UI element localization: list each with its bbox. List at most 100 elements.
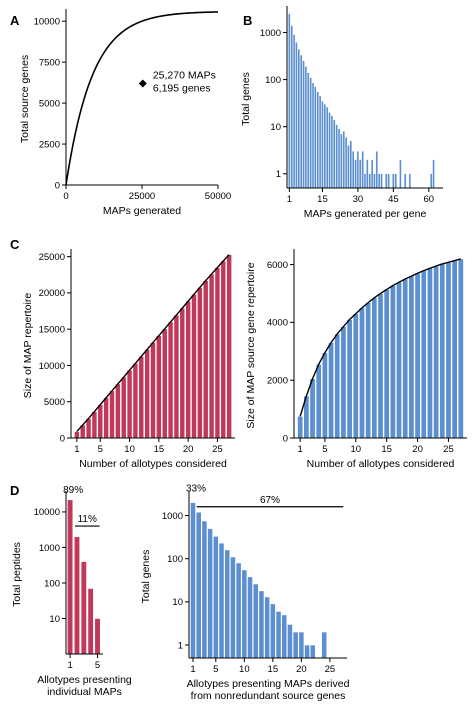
bar — [91, 411, 98, 439]
bar — [359, 159, 362, 189]
bar — [342, 131, 345, 189]
bar — [309, 378, 316, 439]
bar — [212, 536, 219, 659]
bar — [191, 294, 197, 439]
y-tick-label: 10 — [270, 122, 281, 133]
y-tick-label: 10000 — [34, 507, 60, 518]
bar — [368, 173, 371, 189]
bar — [330, 115, 334, 189]
x-tick-label: 30 — [353, 194, 364, 205]
bar — [304, 66, 308, 189]
bar — [389, 285, 396, 439]
y-axis-label: Total genes — [140, 550, 152, 604]
y-tick-label: 7500 — [39, 57, 60, 68]
bar — [214, 267, 221, 439]
bar — [363, 173, 367, 189]
bar — [321, 100, 324, 189]
bar — [292, 34, 296, 189]
bar — [316, 91, 319, 189]
x-tick-label: 25 — [212, 444, 223, 455]
bar — [87, 588, 94, 655]
bar — [394, 173, 397, 189]
bar — [97, 404, 104, 439]
bar — [426, 268, 433, 439]
y-tick-label: 5000 — [44, 397, 65, 408]
bar — [167, 321, 174, 439]
bar — [323, 104, 326, 189]
bar — [197, 287, 203, 439]
bar — [344, 137, 348, 189]
bracket-label: 89% — [63, 485, 83, 496]
bar — [433, 265, 440, 439]
bar — [370, 159, 374, 189]
y-axis-label: Size of MAP source gene repertoire — [245, 262, 257, 428]
y-tick-label: 10000 — [39, 361, 65, 372]
bar — [340, 326, 347, 439]
x-tick-label: 60 — [424, 194, 435, 205]
x-tick-label: 20 — [183, 444, 194, 455]
bar — [328, 112, 331, 189]
fit-line — [299, 258, 461, 417]
x-tick-label: 50000 — [205, 191, 231, 202]
bar — [247, 576, 253, 659]
y-tick-label: 100 — [265, 75, 281, 86]
bar — [383, 289, 390, 439]
bar — [224, 549, 231, 659]
x-tick-label: 20 — [296, 664, 307, 675]
bar — [356, 151, 360, 189]
y-tick-label: 1000 — [260, 28, 281, 39]
bar — [439, 263, 446, 439]
bar — [132, 362, 139, 439]
bar — [315, 363, 322, 439]
panel-letter: C — [10, 237, 20, 252]
x-tick-label: 0 — [63, 191, 68, 202]
panel-letter: A — [10, 13, 20, 28]
bar — [226, 254, 232, 439]
bar — [321, 631, 328, 659]
bar — [185, 300, 191, 439]
bar — [321, 352, 328, 439]
bracket-label: 33% — [186, 484, 206, 495]
bar — [402, 278, 409, 439]
x-tick-label: 25 — [443, 444, 454, 455]
bar — [307, 72, 310, 189]
bar — [371, 297, 378, 439]
y-tick-label: 1000 — [39, 543, 60, 554]
x-axis-label: individual MAPs — [47, 686, 122, 698]
y-axis-label: Total genes — [240, 72, 252, 126]
bar — [94, 618, 101, 655]
bar — [300, 55, 303, 189]
bar — [269, 603, 276, 659]
y-tick-label: 0 — [60, 433, 65, 444]
bar — [318, 95, 322, 189]
bar — [207, 528, 213, 659]
x-tick-label: 1 — [287, 194, 292, 205]
bar — [333, 119, 336, 189]
point-annotation: 25,270 MAPs — [153, 70, 216, 82]
bar — [281, 614, 288, 659]
x-tick-label: 25000 — [129, 191, 155, 202]
x-tick-label: 45 — [388, 194, 399, 205]
bar — [346, 319, 353, 439]
bar — [420, 270, 427, 439]
y-tick-label: 2000 — [267, 375, 288, 386]
bar — [387, 173, 390, 189]
y-tick-label: 4000 — [267, 318, 288, 329]
x-tick-label: 5 — [98, 444, 103, 455]
bar — [80, 561, 87, 655]
panel-letter: D — [10, 483, 19, 498]
bar — [366, 159, 369, 189]
bar — [73, 536, 81, 655]
bar — [361, 151, 364, 189]
bar — [230, 556, 236, 659]
bar — [326, 107, 329, 189]
bar — [115, 383, 121, 439]
bar — [349, 140, 352, 189]
y-axis-label: Total peptides — [11, 542, 23, 607]
bar — [150, 342, 156, 439]
point-annotation: 6,195 genes — [153, 83, 211, 95]
x-tick-label: 5 — [95, 660, 100, 671]
y-tick-label: 100 — [167, 554, 183, 565]
y-tick-label: 1 — [276, 169, 281, 180]
bar — [309, 644, 316, 659]
